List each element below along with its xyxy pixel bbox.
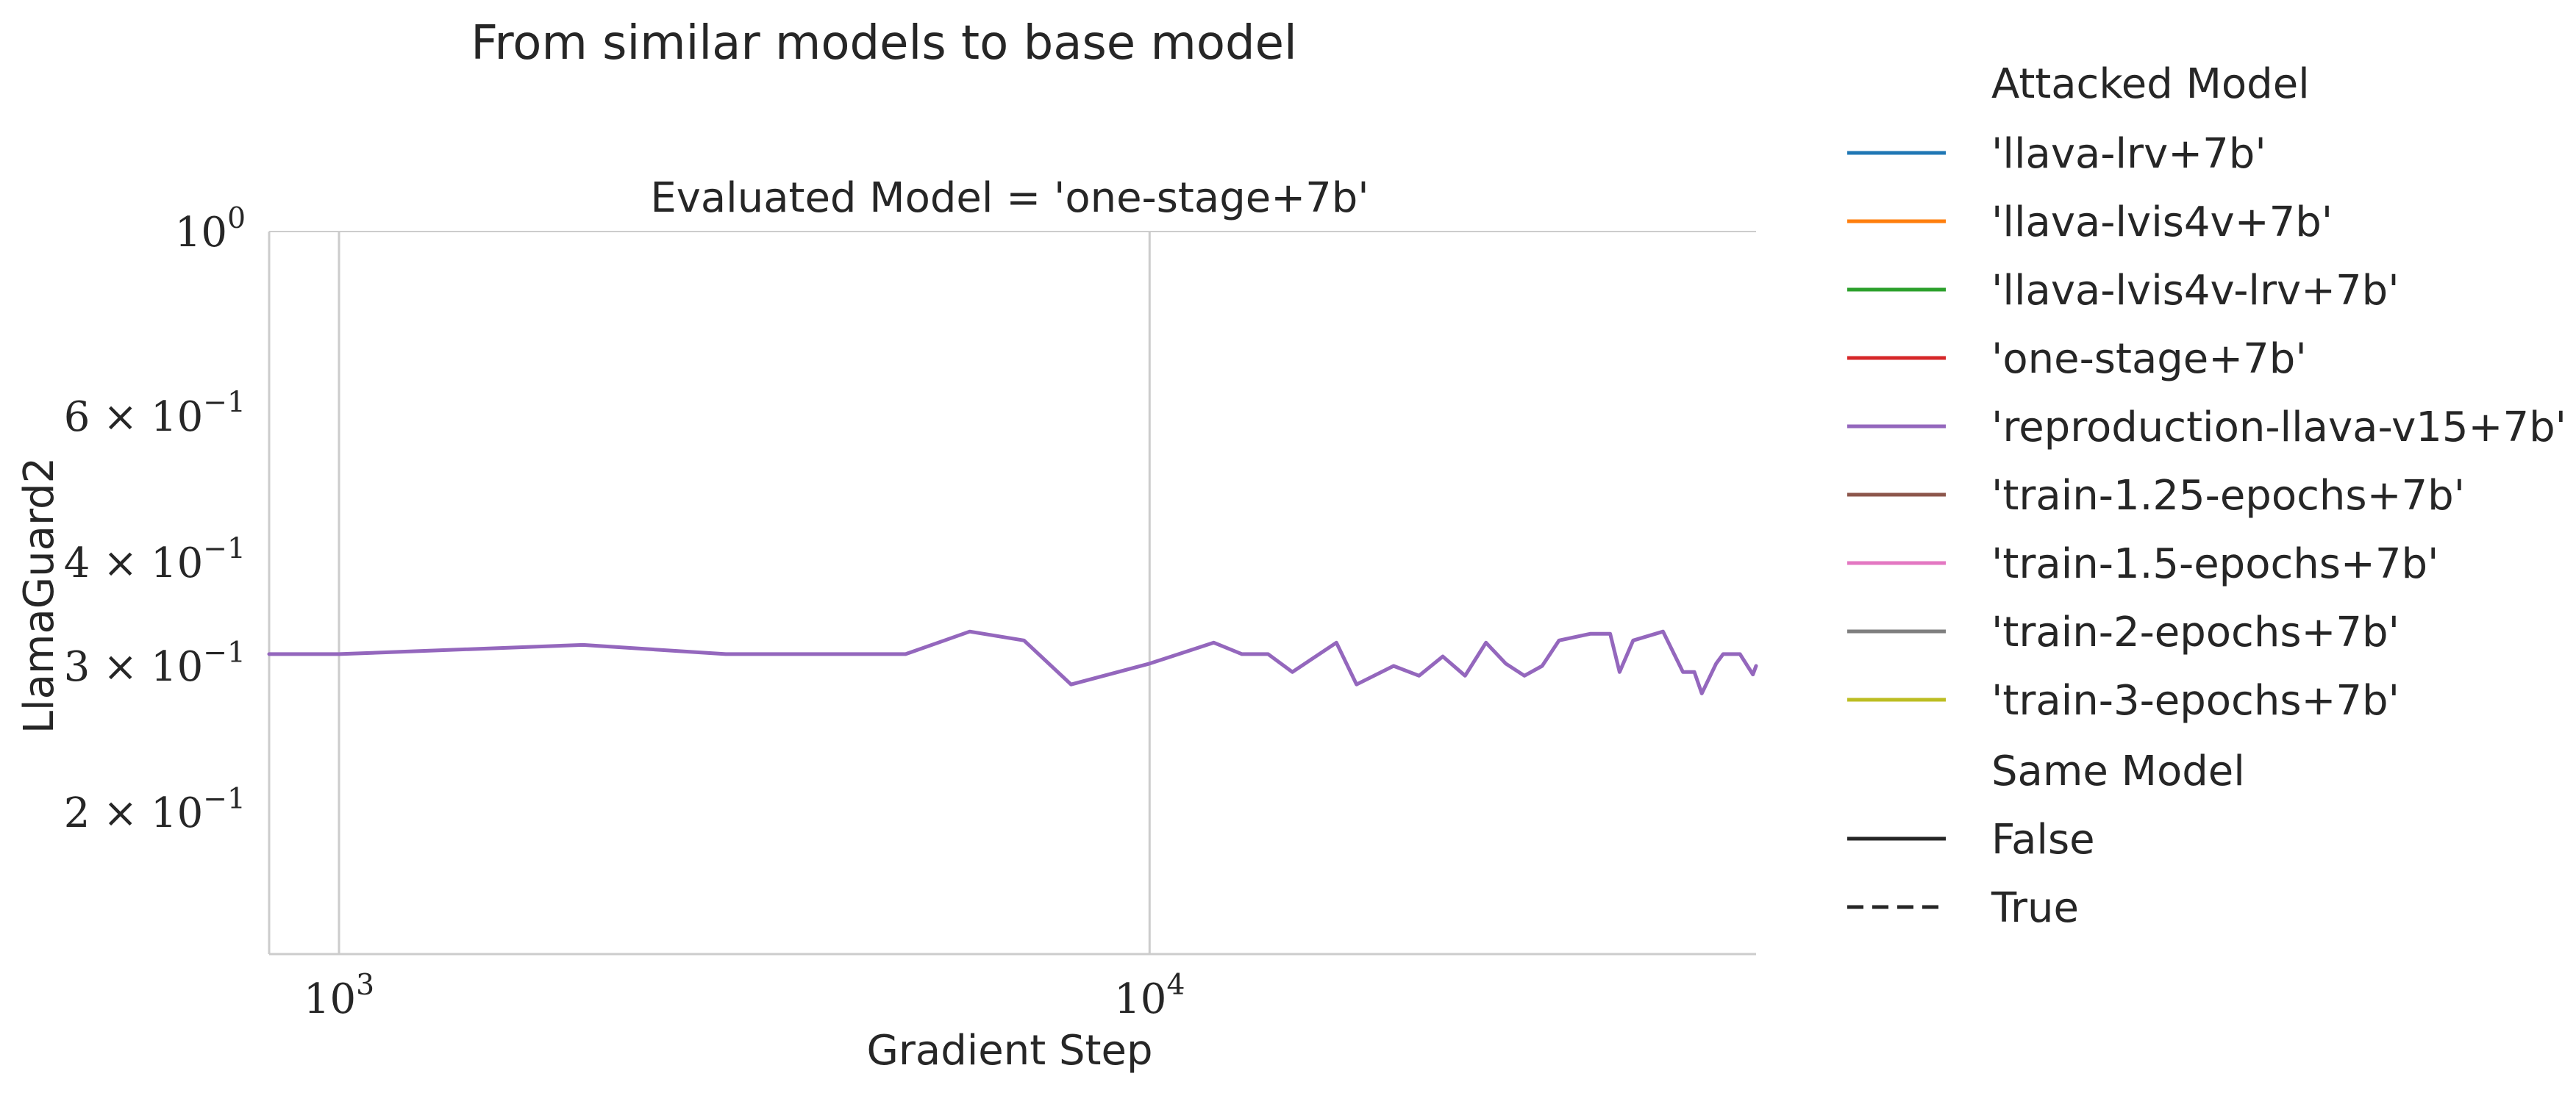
legend-label: 'llava-lvis4v-lrv+7b' (1991, 267, 2400, 315)
y-tick-label: 2 × 10−1 (64, 783, 246, 837)
legend-label: 'llava-lrv+7b' (1991, 130, 2266, 178)
figure-suptitle: From similar models to base model (471, 16, 1297, 71)
legend-label: 'train-2-epochs+7b' (1991, 609, 2400, 656)
legend-label: 'train-1.5-epochs+7b' (1991, 540, 2438, 588)
series-layer (267, 629, 1758, 695)
axes-title: Evaluated Model = 'one-stage+7b' (650, 174, 1369, 222)
legend-label: 'train-3-epochs+7b' (1991, 677, 2400, 725)
legend-style-label: True (1991, 884, 2079, 932)
legend-style-entries: False True (1847, 816, 2095, 932)
legend-label: 'train-1.25-epochs+7b' (1991, 472, 2465, 520)
y-axis-label: LlamaGuard2 (15, 457, 63, 734)
x-tick-labels: 103 104 (304, 969, 1185, 1023)
y-tick-labels: 100 6 × 10−1 4 × 10−1 3 × 10−1 2 × 10−1 (64, 202, 246, 837)
plot-area: 103 104 100 6 × 10−1 4 × 10−1 3 × 10−1 2 × 10… (64, 202, 1758, 1023)
legend: Attacked Model 'llava-lrv+7b' 'llava-lvis… (1847, 60, 2566, 932)
y-tick-label: 100 (175, 202, 246, 257)
y-tick-label: 4 × 10−1 (64, 533, 246, 587)
x-axis-label: Gradient Step (866, 1027, 1152, 1075)
legend-label: 'reproduction-llava-v15+7b' (1991, 404, 2566, 451)
legend-hue-entries: 'llava-lrv+7b' 'llava-lvis4v+7b' 'llava-lv… (1847, 130, 2566, 725)
series-line (267, 629, 1758, 695)
x-tick-label: 103 (304, 969, 374, 1023)
legend-label: 'one-stage+7b' (1991, 335, 2307, 383)
legend-title-same-model: Same Model (1991, 748, 2245, 795)
y-tick-label: 6 × 10−1 (64, 387, 246, 441)
grid-lines (338, 232, 1151, 954)
y-tick-label: 3 × 10−1 (64, 637, 246, 691)
legend-title-attacked-model: Attacked Model (1991, 60, 2310, 108)
x-tick-label: 104 (1114, 969, 1185, 1023)
legend-label: 'llava-lvis4v+7b' (1991, 198, 2333, 246)
legend-style-label: False (1991, 816, 2095, 864)
